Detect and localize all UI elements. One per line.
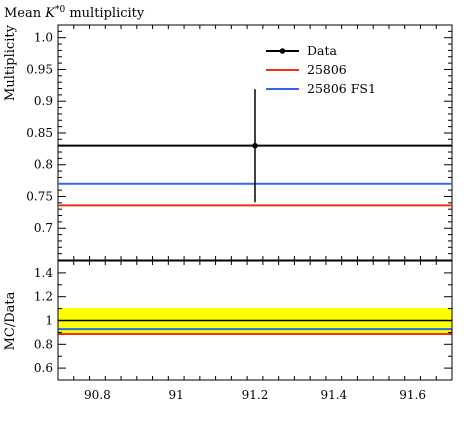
legend-label: Data xyxy=(307,43,337,58)
x-tick-label: 90.8 xyxy=(84,388,111,402)
legend-label: 25806 FS1 xyxy=(307,81,376,96)
chart-title: Mean K*0 multiplicity xyxy=(4,5,145,21)
data-point xyxy=(252,142,258,149)
main-panel: 0.7 0.75 0.8 0.85 0.9 0.95 1.0 xyxy=(26,24,453,261)
ratio-panel: 0.6 0.8 1 1.2 1.4 90.8 91 91.2 91.4 91.6 xyxy=(34,260,453,402)
main-y-axis-label: Multiplicity xyxy=(3,24,18,101)
x-tick-label: 91 xyxy=(169,388,184,402)
ratio-y-axis-label: MC/Data xyxy=(3,291,18,350)
ratio-y-tick-label: 1.2 xyxy=(34,290,53,304)
ratio-y-tick-label: 1 xyxy=(45,314,53,328)
ratio-y-tick-label: 0.8 xyxy=(34,337,53,351)
ratio-y-tick-label: 0.6 xyxy=(34,361,53,375)
main-y-tick-label: 0.9 xyxy=(34,94,53,108)
ratio-y-tick-label: 1.4 xyxy=(34,266,53,280)
main-y-tick-label: 0.85 xyxy=(26,126,53,140)
main-y-tick-label: 1.0 xyxy=(34,31,53,45)
main-y-tick-label: 0.75 xyxy=(26,189,53,203)
main-y-tick-label: 0.8 xyxy=(34,158,53,172)
x-tick-label: 91.4 xyxy=(320,388,347,402)
legend-marker xyxy=(279,48,286,54)
legend-label: 25806 xyxy=(307,62,347,77)
x-tick-label: 91.2 xyxy=(242,388,269,402)
main-y-tick-label: 0.95 xyxy=(26,62,53,76)
legend: Data 25806 25806 FS1 xyxy=(266,43,376,96)
main-plot-frame xyxy=(57,24,453,261)
main-y-tick-label: 0.7 xyxy=(34,221,53,235)
x-tick-label: 91.6 xyxy=(399,388,426,402)
